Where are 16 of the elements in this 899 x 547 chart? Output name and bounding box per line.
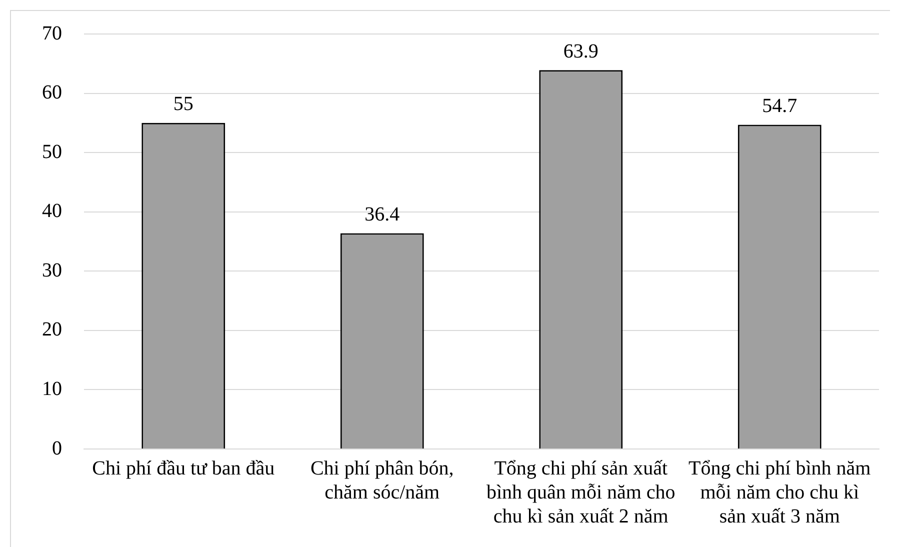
y-tick-label: 30 (42, 259, 62, 282)
data-label: 63.9 (563, 40, 598, 62)
x-tick-label: Tổng chi phí sản xuất bình quân mỗi năm cho chu kì sản xuất 2 năm (486, 457, 676, 528)
x-tick-label: Chi phí phân bón, chăm sóc/năm (310, 457, 454, 504)
y-tick-label: 70 (42, 22, 62, 44)
y-tick-label: 0 (52, 437, 62, 460)
x-tick-label: Tổng chi phí bình năm mỗi năm cho chu kì sản xuất 3 năm (688, 457, 872, 528)
data-label: 36.4 (364, 203, 400, 226)
y-tick-label: 10 (42, 378, 62, 400)
data-label: 54.7 (762, 94, 798, 117)
x-tick-label: Chi phí đầu tư ban đầu (92, 457, 275, 480)
y-tick-label: 40 (42, 200, 62, 222)
y-tick-label: 20 (42, 318, 62, 341)
y-tick-label: 50 (42, 140, 62, 163)
y-tick-label: 60 (42, 82, 62, 104)
data-label: 55 (173, 93, 194, 116)
